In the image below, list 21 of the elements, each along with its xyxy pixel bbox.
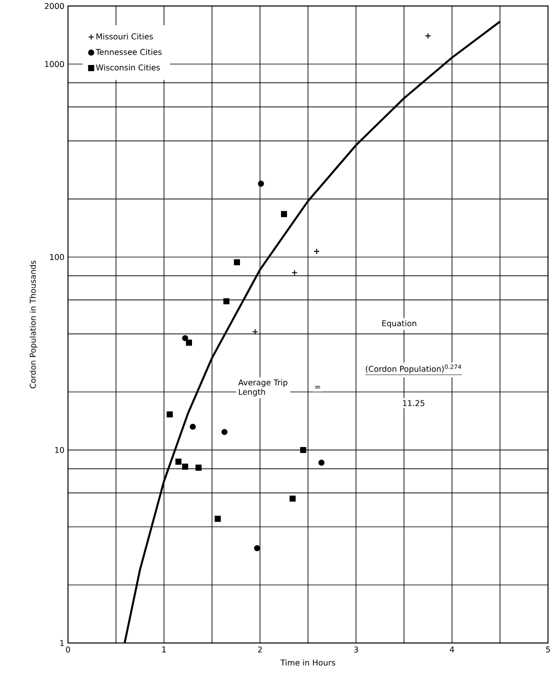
point bbox=[186, 340, 192, 346]
point bbox=[182, 464, 188, 470]
point bbox=[300, 446, 306, 454]
point bbox=[223, 298, 230, 304]
point bbox=[258, 180, 264, 187]
point bbox=[290, 496, 296, 502]
point bbox=[424, 32, 432, 39]
point bbox=[166, 411, 173, 418]
point bbox=[234, 259, 240, 266]
point bbox=[314, 248, 320, 254]
point bbox=[221, 428, 228, 436]
point bbox=[190, 424, 196, 430]
point bbox=[175, 458, 182, 465]
point bbox=[252, 328, 258, 335]
point bbox=[196, 464, 202, 471]
point bbox=[214, 516, 221, 522]
point bbox=[182, 335, 188, 342]
point bbox=[292, 270, 298, 276]
point bbox=[280, 211, 288, 218]
point bbox=[318, 460, 324, 466]
point bbox=[254, 545, 260, 552]
